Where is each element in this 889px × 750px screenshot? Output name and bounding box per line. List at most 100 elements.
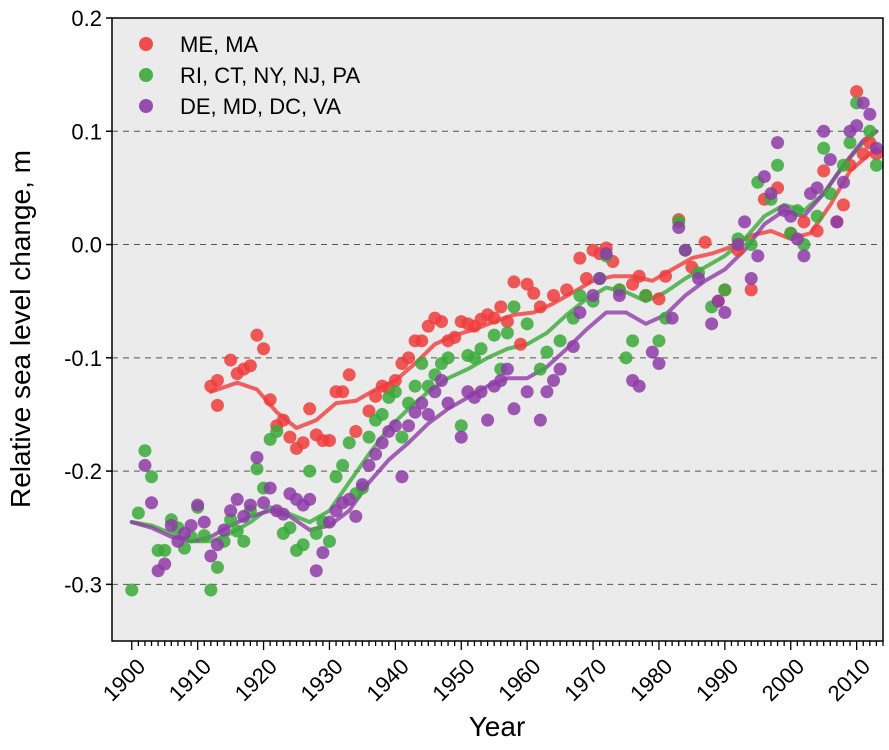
data-point — [257, 496, 271, 510]
data-point — [830, 215, 844, 229]
data-point — [744, 272, 758, 286]
data-point — [402, 351, 416, 365]
data-point — [197, 515, 211, 529]
data-point — [408, 379, 422, 393]
data-point — [362, 458, 376, 472]
data-point — [771, 158, 785, 172]
x-axis-title: Year — [469, 711, 526, 742]
data-point — [250, 450, 264, 464]
x-tick-label: 1980 — [625, 654, 677, 706]
data-point — [540, 385, 554, 399]
data-point — [322, 515, 336, 529]
data-point — [810, 181, 824, 195]
data-point — [276, 507, 290, 521]
data-point — [263, 393, 277, 407]
legend-label: ME, MA — [180, 32, 259, 57]
data-point — [402, 396, 416, 410]
data-point — [520, 277, 534, 291]
data-point — [817, 124, 831, 138]
data-point — [566, 339, 580, 353]
data-point — [342, 492, 356, 506]
data-point — [823, 153, 837, 167]
data-point — [632, 269, 646, 283]
data-point — [731, 238, 745, 252]
trend-line — [129, 129, 879, 544]
data-point — [507, 300, 521, 314]
data-point — [533, 413, 547, 427]
x-tick-label: 2000 — [757, 654, 809, 706]
plot-frame — [111, 17, 884, 642]
data-point — [250, 462, 264, 476]
data-point — [467, 351, 481, 365]
data-point — [599, 247, 613, 261]
data-point — [474, 385, 488, 399]
data-point — [626, 334, 640, 348]
data-point — [500, 362, 514, 376]
data-point — [711, 294, 725, 308]
data-point — [448, 330, 462, 344]
data-point — [744, 238, 758, 252]
data-point — [336, 458, 350, 472]
data-point — [303, 464, 317, 478]
legend-marker — [139, 37, 153, 51]
data-point — [869, 158, 883, 172]
legend-label: RI, CT, NY, NJ, PA — [180, 63, 360, 88]
data-point — [283, 430, 297, 444]
data-point — [836, 175, 850, 189]
data-point — [224, 353, 238, 367]
data-point — [375, 436, 389, 450]
data-point — [125, 583, 139, 597]
data-point — [322, 534, 336, 548]
data-point — [283, 521, 297, 535]
data-point — [369, 389, 383, 403]
data-point — [639, 289, 653, 303]
data-point — [402, 419, 416, 433]
data-point — [276, 413, 290, 427]
data-point — [678, 243, 692, 257]
x-tick-label: 1930 — [296, 654, 348, 706]
data-point — [184, 518, 198, 532]
data-point — [481, 413, 495, 427]
data-point — [705, 317, 719, 331]
data-point — [533, 362, 547, 376]
data-point — [342, 436, 356, 450]
data-point — [573, 289, 587, 303]
data-point — [843, 136, 857, 150]
data-point — [454, 430, 468, 444]
data-point — [817, 141, 831, 155]
data-point — [586, 289, 600, 303]
data-point — [520, 317, 534, 331]
data-point — [441, 351, 455, 365]
data-point — [665, 311, 679, 325]
data-point — [158, 557, 172, 571]
data-point — [415, 356, 429, 370]
data-point — [204, 549, 218, 563]
data-point — [645, 345, 659, 359]
x-tick-label: 1920 — [230, 654, 282, 706]
data-point — [138, 444, 152, 458]
data-point — [322, 434, 336, 448]
data-point — [421, 407, 435, 421]
data-point — [593, 272, 607, 286]
data-point — [158, 543, 172, 557]
data-point — [349, 509, 363, 523]
data-point — [619, 351, 633, 365]
data-point — [487, 311, 501, 325]
data-point — [850, 85, 864, 99]
data-point — [823, 187, 837, 201]
data-point — [797, 249, 811, 263]
data-point — [369, 447, 383, 461]
data-point — [217, 523, 231, 537]
data-point — [257, 342, 271, 356]
data-point — [362, 430, 376, 444]
data-point — [672, 221, 686, 235]
data-point — [210, 373, 224, 387]
data-point — [718, 306, 732, 320]
data-point — [744, 283, 758, 297]
data-point — [388, 385, 402, 399]
data-point — [145, 496, 159, 510]
data-point — [388, 373, 402, 387]
data-point — [210, 560, 224, 574]
y-tick-label: -0.2 — [64, 459, 102, 484]
data-point — [856, 147, 870, 161]
